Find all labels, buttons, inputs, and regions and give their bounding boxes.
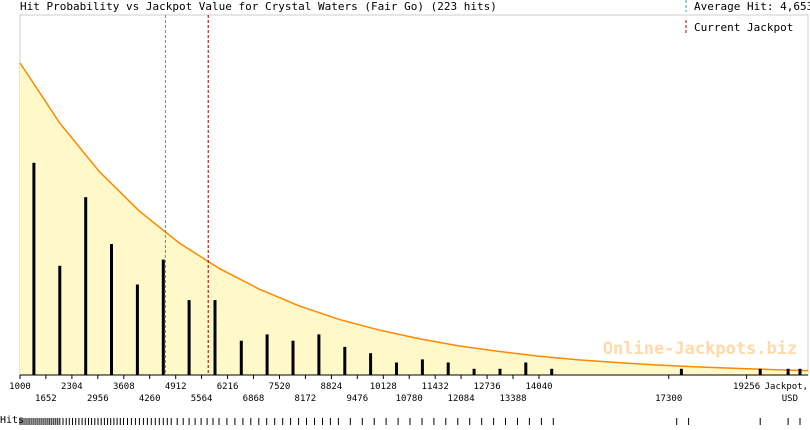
hit-bar: [32, 162, 36, 375]
hits-rug-layer: [19, 418, 801, 425]
probability-area-layer: [19, 62, 809, 375]
hit-bar: [343, 346, 347, 375]
legend-current-jackpot-label: Current Jackpot: [694, 21, 793, 34]
hit-bar: [550, 368, 554, 375]
hit-bar: [498, 368, 502, 375]
x-tick-label: 9476: [346, 394, 368, 404]
x-tick-label: 12084: [448, 394, 475, 404]
reference-lines-layer: [164, 15, 209, 375]
x-tick-label: 2956: [87, 394, 109, 404]
x-tick-label: 1000: [9, 382, 31, 392]
legend-average-hit-label: Average Hit: 4,653: [694, 0, 810, 13]
x-tick-label: 13388: [499, 394, 526, 404]
hit-bar: [317, 334, 321, 375]
x-tick-label: 8824: [321, 382, 343, 392]
hit-bar: [161, 259, 165, 375]
hit-bar: [239, 340, 243, 375]
x-tick-label: 12736: [474, 382, 501, 392]
hit-bar: [369, 353, 373, 375]
hit-bar: [213, 300, 217, 375]
x-tick-label: 19256: [733, 382, 760, 392]
x-tick-label: 14040: [525, 382, 552, 392]
hit-bar: [798, 368, 802, 375]
hit-bar: [395, 362, 398, 375]
hit-bar: [472, 368, 476, 375]
hit-bar: [679, 368, 683, 375]
x-tick-label: 4260: [139, 394, 161, 404]
x-tick-label: 6868: [243, 394, 265, 404]
hit-bar: [420, 359, 424, 375]
x-tick-label: 8172: [295, 394, 317, 404]
hits-rug-label: Hits: [0, 415, 24, 425]
hit-bar: [187, 300, 191, 375]
x-tick-label: 6216: [217, 382, 239, 392]
probability-area: [20, 63, 808, 375]
hit-bar: [58, 265, 62, 375]
hit-bar: [446, 362, 450, 375]
hit-bar: [84, 197, 88, 375]
x-axis-label-line-1: Jackpot,: [765, 382, 808, 392]
x-tick-label: 17300: [655, 394, 682, 404]
x-tick-label: 7520: [269, 382, 291, 392]
x-tick-label: 1652: [35, 394, 57, 404]
chart-title: Hit Probability vs Jackpot Value for Cry…: [20, 0, 497, 13]
hit-bar: [110, 244, 113, 375]
watermark-text: Online-Jackpots.biz: [603, 339, 797, 359]
x-tick-label: 10128: [370, 382, 397, 392]
x-tick-label: 10780: [396, 394, 423, 404]
x-axis-ticks-layer: 1000 2304 3608 4912 6216 7520 8824 10128 11432 12…: [9, 375, 760, 404]
hit-bar: [524, 362, 528, 375]
x-tick-label: 2304: [61, 382, 83, 392]
x-tick-label: 11432: [422, 382, 449, 392]
hit-bar: [758, 368, 762, 375]
hit-bar: [291, 340, 295, 375]
probability-curve: [19, 62, 809, 372]
hit-bar: [135, 284, 139, 375]
x-tick-label: 4912: [165, 382, 187, 392]
x-tick-label: 5564: [191, 394, 213, 404]
hit-bar: [786, 368, 790, 375]
hit-bar: [265, 334, 269, 375]
x-axis-label-line-2: USD: [782, 394, 798, 404]
x-tick-label: 3608: [113, 382, 135, 392]
hit-bars-layer: [32, 162, 802, 375]
